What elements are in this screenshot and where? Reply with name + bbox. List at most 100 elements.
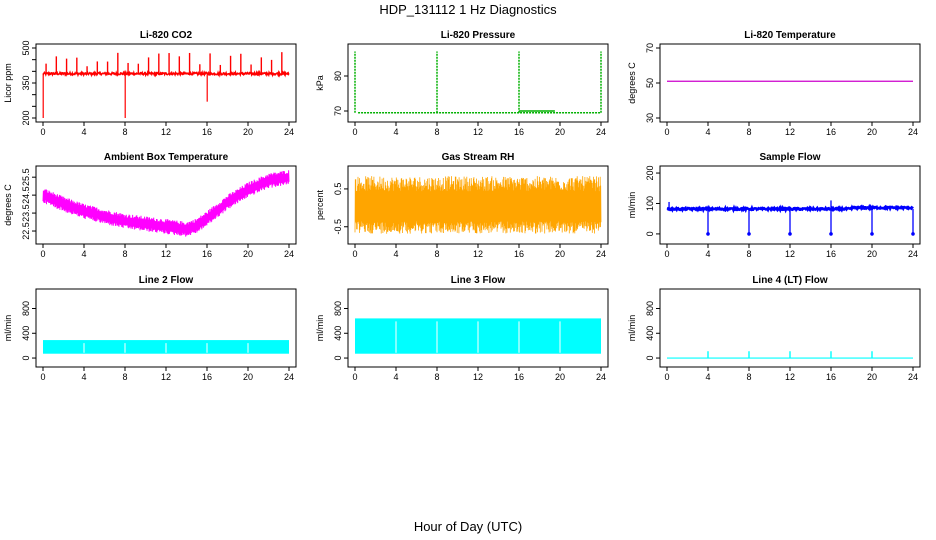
x-tick-label: 20 [243, 127, 253, 137]
x-tick-label: 8 [122, 127, 127, 137]
plot-frame [35, 43, 297, 123]
x-tick-label: 12 [161, 127, 171, 137]
x-tick-label: 24 [284, 127, 294, 137]
y-tick-label: 100 [645, 196, 655, 211]
x-tick-label: 8 [746, 127, 751, 137]
x-tick-label: 0 [352, 127, 357, 137]
x-tick-label: 24 [596, 372, 606, 382]
x-tick-label: 20 [867, 249, 877, 259]
y-axis-label: ml/min [315, 315, 325, 342]
x-tick-label: 8 [746, 372, 751, 382]
x-tick-label: 12 [785, 372, 795, 382]
panel-title: Line 2 Flow [139, 275, 194, 286]
panel-4: Ambient Box Temperature 0 4 8 12 16 20 24 22.523… [3, 152, 297, 259]
x-tick-label: 16 [202, 372, 212, 382]
x-tick-label: 24 [596, 127, 606, 137]
x-tick-label: 24 [908, 127, 918, 137]
x-tick-label: 4 [81, 249, 86, 259]
panel-5: Gas Stream RH 0 4 8 12 16 20 24 -0.5 0.5 percent [315, 152, 609, 259]
y-axis-label: degrees C [3, 184, 13, 226]
x-tick-label: 8 [746, 249, 751, 259]
x-tick-label: 8 [434, 127, 439, 137]
y-tick-label: 800 [21, 301, 31, 316]
y-axis-label: degrees C [627, 62, 637, 104]
flow-dip-point [911, 232, 915, 236]
y-tick-label: 25.5 [21, 168, 31, 186]
panel-1: Li-820 CO2 0 4 8 12 16 20 24 200 350 500 Licor ppm [3, 30, 297, 137]
y-tick-label: 0 [645, 356, 655, 361]
flow-dip-point [870, 232, 874, 236]
y-tick-label: 24.5 [21, 186, 31, 204]
y-tick-label: 70 [333, 106, 343, 116]
x-tick-label: 8 [434, 249, 439, 259]
x-tick-label: 24 [284, 249, 294, 259]
x-tick-label: 4 [393, 127, 398, 137]
y-tick-label: 400 [333, 326, 343, 341]
series-line [354, 176, 602, 234]
y-tick-label: 0.5 [333, 183, 343, 196]
y-tick-label: 400 [645, 326, 655, 341]
y-tick-label: 30 [645, 113, 655, 123]
x-tick-label: 12 [785, 127, 795, 137]
x-tick-label: 16 [826, 127, 836, 137]
x-tick-label: 20 [555, 249, 565, 259]
y-tick-label: 0 [21, 356, 31, 361]
x-tick-label: 12 [161, 249, 171, 259]
panel-6: Sample Flow 0 4 8 12 16 20 24 0 100 200 ml/min [627, 152, 921, 259]
panel-title: Li-820 Temperature [744, 30, 836, 41]
page-title: HDP_131112 1 Hz Diagnostics [379, 2, 557, 17]
x-tick-label: 16 [514, 372, 524, 382]
series-line [42, 170, 290, 237]
y-tick-label: 70 [645, 43, 655, 53]
flow-dip-point [706, 232, 710, 236]
x-tick-label: 0 [664, 372, 669, 382]
y-axis-label: Licor ppm [3, 63, 13, 103]
x-tick-label: 24 [284, 372, 294, 382]
x-tick-label: 4 [705, 127, 710, 137]
y-tick-label: 400 [21, 326, 31, 341]
series-line [42, 69, 290, 78]
y-axis-label: ml/min [3, 315, 13, 342]
x-tick-label: 4 [705, 372, 710, 382]
panel-title: Ambient Box Temperature [104, 152, 229, 163]
x-tick-label: 4 [393, 249, 398, 259]
x-tick-label: 24 [596, 249, 606, 259]
x-tick-label: 16 [514, 127, 524, 137]
x-tick-label: 0 [352, 249, 357, 259]
panel-title: Li-820 CO2 [140, 30, 193, 41]
x-tick-label: 4 [81, 127, 86, 137]
x-tick-label: 20 [867, 127, 877, 137]
x-tick-label: 20 [555, 372, 565, 382]
x-tick-label: 12 [473, 372, 483, 382]
panel-title: Gas Stream RH [442, 152, 515, 163]
y-tick-label: 0 [645, 231, 655, 236]
y-tick-label: 200 [21, 110, 31, 125]
x-tick-label: 20 [867, 372, 877, 382]
x-tick-label: 0 [664, 127, 669, 137]
y-axis-label: kPa [315, 75, 325, 91]
y-tick-label: 500 [21, 40, 31, 55]
y-tick-label: 0 [333, 356, 343, 361]
panel-title: Li-820 Pressure [441, 30, 516, 41]
x-tick-label: 20 [243, 372, 253, 382]
panel-8: Line 3 Flow 0 4 8 12 16 20 24 0 400 800 ml/min [315, 275, 609, 382]
x-tick-label: 0 [352, 372, 357, 382]
x-tick-label: 24 [908, 249, 918, 259]
x-tick-label: 12 [473, 127, 483, 137]
x-tick-label: 4 [81, 372, 86, 382]
y-axis-label: percent [315, 189, 325, 220]
x-tick-label: 24 [908, 372, 918, 382]
panel-7: Line 2 Flow 0 4 8 12 16 20 24 0 400 800 ml/min [3, 275, 297, 382]
x-tick-label: 0 [664, 249, 669, 259]
panel-3: Li-820 Temperature 0 4 8 12 16 20 24 30 50 70 degre… [627, 30, 921, 137]
y-tick-label: -0.5 [333, 219, 343, 235]
plot-frame [659, 43, 921, 123]
plot-frame [347, 43, 609, 123]
flow-dip-point [829, 232, 833, 236]
x-tick-label: 8 [122, 372, 127, 382]
x-tick-label: 0 [40, 372, 45, 382]
x-tick-label: 12 [161, 372, 171, 382]
x-tick-label: 4 [393, 372, 398, 382]
x-tick-label: 4 [705, 249, 710, 259]
x-tick-label: 20 [555, 127, 565, 137]
